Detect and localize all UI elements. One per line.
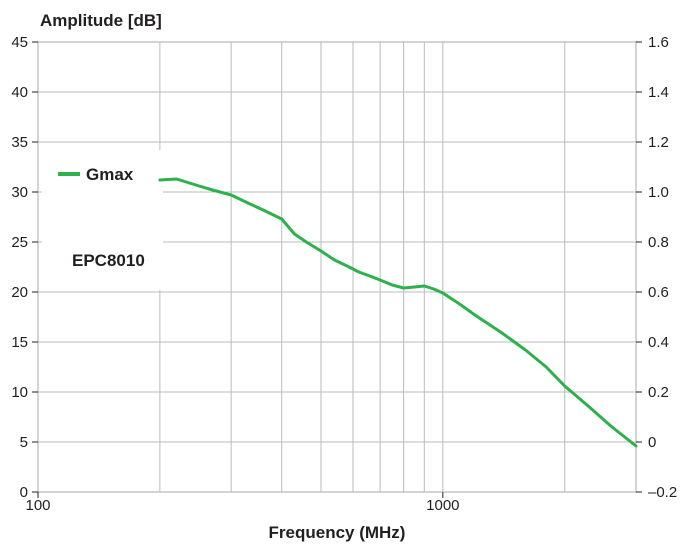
y2-tick-label: –0.2 [648, 484, 677, 501]
y2-tick-label: 0.2 [648, 384, 669, 401]
y-tick-label: 20 [11, 284, 28, 301]
y-tick-label: 40 [11, 84, 28, 101]
y2-tick-label: 1.4 [648, 84, 669, 101]
series-group [158, 177, 638, 448]
y-axis-label: Amplitude [dB] [40, 11, 162, 30]
y-axis-left-ticks: 0 5 10 15 20 25 30 35 40 45 [11, 34, 38, 501]
x-tick-label: 100 [25, 497, 50, 514]
x-tick-label: 1000 [426, 497, 459, 514]
series-line-gmax [158, 177, 638, 448]
y2-tick-label: 0.4 [648, 334, 669, 351]
y-tick-label: 5 [20, 434, 28, 451]
y-tick-label: 10 [11, 384, 28, 401]
y2-tick-label: 0.8 [648, 234, 669, 251]
y-tick-label: 0 [20, 484, 28, 501]
legend: Gmax [58, 165, 134, 184]
y-tick-label: 45 [11, 34, 28, 51]
y-tick-label: 30 [11, 184, 28, 201]
x-axis-ticks: 100 1000 [25, 492, 460, 514]
annotation-epc8010: EPC8010 [72, 251, 145, 270]
plot-area [37, 41, 637, 493]
y2-tick-label: 0 [648, 434, 656, 451]
plot-border [37, 41, 637, 493]
y-tick-label: 25 [11, 234, 28, 251]
y2-tick-label: 0.6 [648, 284, 669, 301]
y2-tick-label: 1.6 [648, 34, 669, 51]
y2-tick-label: 1.0 [648, 184, 669, 201]
legend-label-gmax: Gmax [86, 165, 134, 184]
y-axis-right-ticks: –0.2 0 0.2 0.4 0.6 0.8 1.0 1.2 1.4 1.6 [636, 34, 677, 501]
y-tick-label: 15 [11, 334, 28, 351]
x-axis-label: Frequency (MHz) [269, 523, 406, 542]
y2-tick-label: 1.2 [648, 134, 669, 151]
y-tick-label: 35 [11, 134, 28, 151]
